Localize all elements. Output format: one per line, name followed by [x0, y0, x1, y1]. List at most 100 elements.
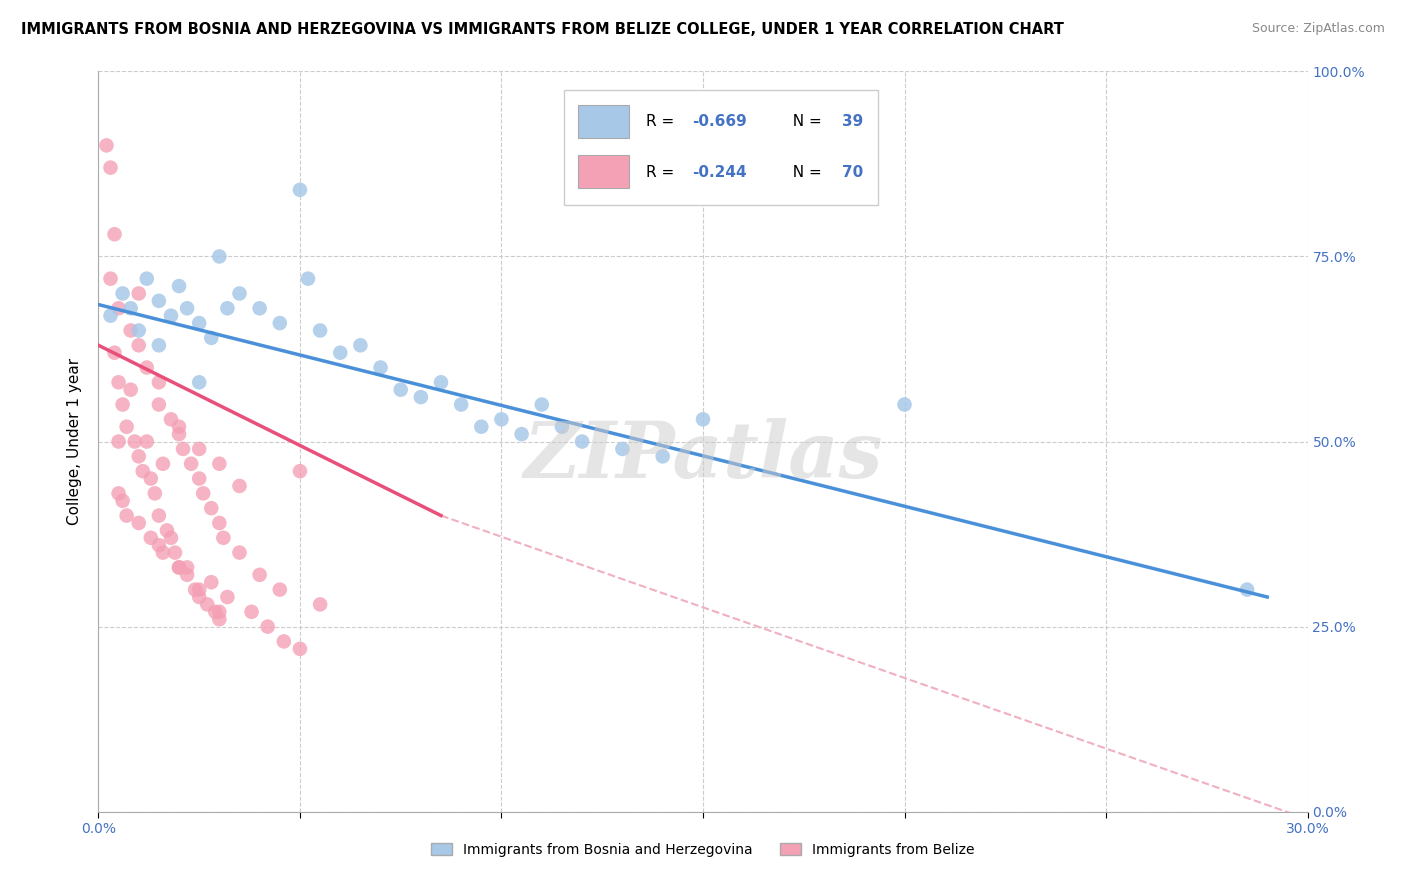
Point — [692, 412, 714, 426]
Point — [176, 301, 198, 316]
Point — [160, 309, 183, 323]
Point — [148, 398, 170, 412]
Point — [188, 582, 211, 597]
Point — [115, 419, 138, 434]
Text: R =: R = — [647, 114, 679, 129]
Point — [470, 419, 492, 434]
Point — [152, 457, 174, 471]
Point — [297, 271, 319, 285]
Point — [100, 309, 122, 323]
Point — [148, 293, 170, 308]
Text: R =: R = — [647, 164, 679, 179]
Point — [269, 316, 291, 330]
Point — [208, 605, 231, 619]
Point — [128, 450, 150, 464]
Point — [139, 472, 162, 486]
Point — [228, 479, 250, 493]
Point — [148, 338, 170, 352]
Point — [124, 434, 146, 449]
Point — [510, 427, 533, 442]
Text: IMMIGRANTS FROM BOSNIA AND HERZEGOVINA VS IMMIGRANTS FROM BELIZE COLLEGE, UNDER : IMMIGRANTS FROM BOSNIA AND HERZEGOVINA V… — [21, 22, 1064, 37]
Point — [111, 398, 134, 412]
Point — [128, 286, 150, 301]
Point — [103, 345, 125, 359]
FancyBboxPatch shape — [578, 104, 630, 138]
Point — [228, 546, 250, 560]
Point — [288, 183, 311, 197]
Text: N =: N = — [783, 114, 827, 129]
Point — [100, 271, 122, 285]
Point — [176, 567, 198, 582]
Point — [107, 376, 129, 390]
Text: N =: N = — [783, 164, 827, 179]
Point — [551, 419, 574, 434]
Point — [269, 582, 291, 597]
Point — [329, 345, 352, 359]
Point — [240, 605, 263, 619]
Point — [188, 442, 211, 456]
Point — [309, 324, 332, 338]
Point — [128, 324, 150, 338]
Point — [188, 590, 211, 604]
Point — [107, 486, 129, 500]
Point — [651, 450, 673, 464]
Point — [188, 472, 211, 486]
Point — [249, 567, 271, 582]
Point — [193, 486, 215, 500]
Point — [200, 331, 222, 345]
FancyBboxPatch shape — [564, 90, 879, 204]
Point — [1236, 582, 1258, 597]
Point — [167, 560, 190, 574]
Point — [208, 612, 231, 626]
Point — [96, 138, 118, 153]
Point — [115, 508, 138, 523]
Point — [893, 398, 915, 412]
Point — [103, 227, 125, 242]
Point — [139, 531, 162, 545]
Point — [172, 442, 194, 456]
Point — [273, 634, 295, 648]
Text: 70: 70 — [842, 164, 863, 179]
Point — [409, 390, 432, 404]
Point — [612, 442, 634, 456]
Point — [349, 338, 371, 352]
Point — [156, 524, 179, 538]
Point — [195, 598, 218, 612]
Point — [188, 376, 211, 390]
Point — [571, 434, 593, 449]
Point — [128, 516, 150, 530]
Point — [160, 412, 183, 426]
Point — [217, 590, 239, 604]
Point — [148, 538, 170, 552]
Point — [256, 619, 278, 633]
Point — [167, 279, 190, 293]
Point — [120, 324, 142, 338]
Point — [208, 457, 231, 471]
Point — [111, 286, 134, 301]
Point — [208, 516, 231, 530]
Point — [167, 419, 190, 434]
Text: ZIPatlas: ZIPatlas — [523, 418, 883, 494]
Point — [180, 457, 202, 471]
Point — [370, 360, 392, 375]
Point — [204, 605, 226, 619]
Point — [167, 427, 190, 442]
Text: Source: ZipAtlas.com: Source: ZipAtlas.com — [1251, 22, 1385, 36]
Point — [389, 383, 412, 397]
Point — [176, 560, 198, 574]
Point — [188, 316, 211, 330]
Point — [120, 383, 142, 397]
Point — [430, 376, 453, 390]
Point — [200, 575, 222, 590]
Point — [450, 398, 472, 412]
Point — [309, 598, 332, 612]
Text: -0.244: -0.244 — [692, 164, 747, 179]
Text: -0.669: -0.669 — [692, 114, 747, 129]
Legend: Immigrants from Bosnia and Herzegovina, Immigrants from Belize: Immigrants from Bosnia and Herzegovina, … — [432, 843, 974, 856]
Point — [249, 301, 271, 316]
Point — [212, 531, 235, 545]
Point — [100, 161, 122, 175]
Point — [135, 271, 157, 285]
Point — [135, 434, 157, 449]
Point — [148, 508, 170, 523]
